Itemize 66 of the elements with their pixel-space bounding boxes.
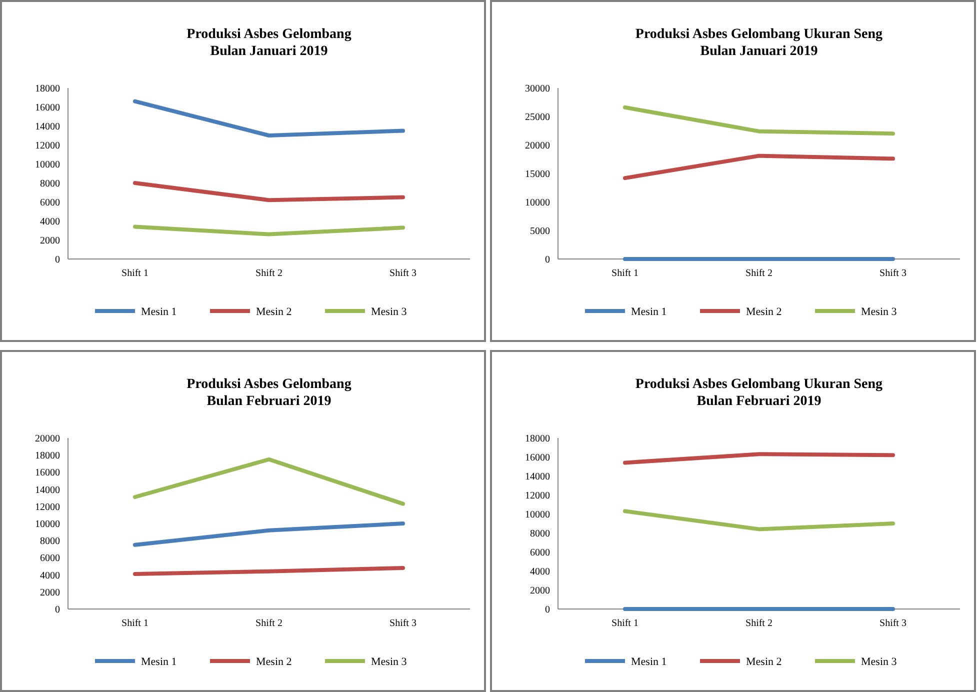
x-tick-label: Shift 3 — [390, 618, 416, 629]
y-tick-label: 2000 — [530, 586, 550, 596]
legend-label: Mesin 1 — [141, 656, 177, 668]
y-tick-label: 6000 — [40, 198, 60, 208]
y-tick-label: 10000 — [525, 198, 550, 208]
legend-label: Mesin 3 — [861, 306, 898, 318]
y-tick-label: 8000 — [40, 178, 60, 190]
y-tick-label: 16000 — [35, 468, 60, 479]
y-tick-label: 10000 — [525, 510, 550, 520]
x-tick-label: Shift 3 — [390, 268, 416, 279]
y-tick-label: 4000 — [40, 216, 60, 228]
legend-label: Mesin 3 — [371, 306, 408, 318]
y-tick-label: 4000 — [530, 566, 550, 578]
legend-label: Mesin 1 — [631, 656, 667, 668]
y-tick-label: 30000 — [525, 84, 550, 94]
legend-label: Mesin 2 — [746, 656, 782, 668]
legend-label: Mesin 2 — [256, 656, 292, 668]
chart-title: Produksi Asbes Gelombang Ukuran Seng Bulan Februari 2019 — [635, 377, 883, 409]
y-tick-label: 0 — [545, 254, 550, 266]
y-tick-label: 15000 — [525, 169, 550, 180]
y-tick-label: 6000 — [40, 553, 60, 564]
y-tick-label: 20000 — [35, 434, 60, 444]
y-tick-label: 14000 — [525, 472, 550, 482]
y-tick-label: 18000 — [35, 84, 60, 94]
y-tick-label: 2000 — [40, 587, 60, 598]
y-tick-label: 10000 — [35, 160, 60, 170]
y-tick-label: 8000 — [40, 536, 60, 548]
legend-label: Mesin 1 — [631, 306, 667, 318]
x-tick-label: Shift 1 — [122, 618, 148, 629]
x-tick-label: Shift 2 — [746, 618, 772, 629]
legend-label: Mesin 1 — [141, 306, 177, 318]
y-tick-label: 6000 — [530, 548, 550, 558]
y-tick-label: 14000 — [35, 122, 60, 132]
x-tick-label: Shift 2 — [746, 268, 772, 279]
x-tick-label: Shift 3 — [880, 618, 906, 629]
y-tick-label: 0 — [55, 254, 60, 266]
chart-title: Produksi Asbes Gelombang Bulan Februari 2019 — [186, 377, 352, 409]
x-tick-label: Shift 1 — [612, 618, 638, 629]
y-tick-label: 20000 — [525, 140, 550, 152]
chart-title: Produksi Asbes Gelombang Ukuran Seng Bulan Januari 2019 — [635, 27, 883, 59]
y-tick-label: 16000 — [35, 102, 60, 114]
y-tick-label: 10000 — [35, 519, 60, 530]
y-tick-label: 4000 — [40, 570, 60, 582]
x-tick-label: Shift 2 — [256, 618, 282, 629]
y-tick-label: 18000 — [35, 450, 60, 462]
y-tick-label: 12000 — [525, 490, 550, 502]
y-tick-label: 12000 — [35, 502, 60, 513]
legend-label: Mesin 3 — [861, 656, 898, 668]
y-tick-label: 18000 — [525, 434, 550, 444]
legend-label: Mesin 2 — [256, 306, 292, 318]
y-tick-label: 16000 — [525, 452, 550, 464]
chart-title: Produksi Asbes Gelombang Bulan Januari 2019 — [186, 27, 352, 59]
legend-label: Mesin 2 — [746, 306, 782, 318]
y-tick-label: 0 — [545, 604, 550, 616]
y-tick-label: 25000 — [525, 112, 550, 123]
y-tick-label: 2000 — [40, 236, 60, 246]
y-tick-label: 0 — [55, 604, 60, 616]
x-tick-label: Shift 1 — [612, 268, 638, 279]
y-tick-label: 14000 — [35, 484, 60, 496]
x-tick-label: Shift 3 — [880, 268, 906, 279]
y-tick-label: 8000 — [530, 528, 550, 540]
legend-label: Mesin 3 — [371, 656, 408, 668]
x-tick-label: Shift 2 — [256, 268, 282, 279]
y-tick-label: 5000 — [530, 226, 550, 237]
x-tick-label: Shift 1 — [122, 268, 148, 279]
y-tick-label: 12000 — [35, 140, 60, 152]
